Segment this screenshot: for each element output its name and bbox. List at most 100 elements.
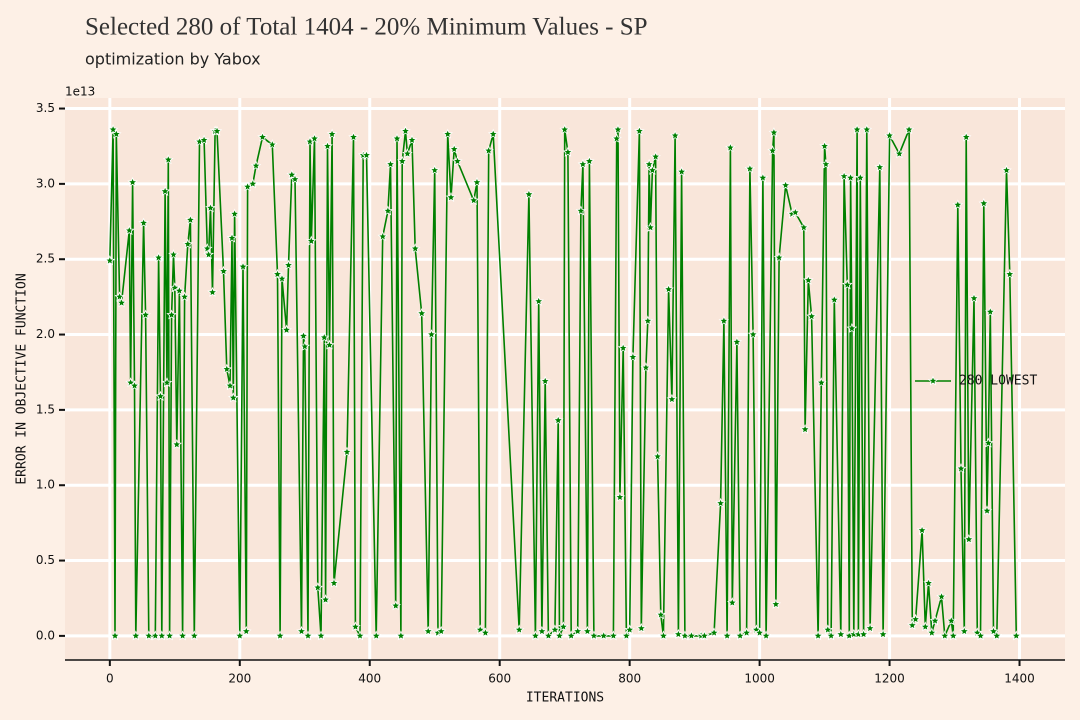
y-tick-label: 0.0 <box>36 628 55 642</box>
point-marker <box>647 164 658 175</box>
y-tick-label: 0.5 <box>36 553 55 567</box>
legend-marker <box>927 375 939 386</box>
point-marker <box>326 128 338 139</box>
point-marker <box>554 630 565 641</box>
point-marker <box>164 630 175 641</box>
point-marker <box>673 628 684 639</box>
point-marker <box>588 630 600 641</box>
point-marker <box>780 179 791 190</box>
point-marker <box>536 625 548 636</box>
point-marker <box>188 630 200 641</box>
point-marker <box>820 158 832 169</box>
point-marker <box>299 341 310 352</box>
point-marker <box>575 205 587 216</box>
x-tick-label: 800 <box>618 672 641 686</box>
point-marker <box>666 393 678 404</box>
point-marker <box>166 309 177 320</box>
point-marker <box>991 630 1003 641</box>
point-marker <box>274 630 286 641</box>
point-marker <box>655 609 667 620</box>
point-marker <box>598 630 609 641</box>
x-tick-label: 600 <box>488 672 511 686</box>
y-tick-label: 2.5 <box>36 252 55 266</box>
point-marker <box>952 199 964 210</box>
point-marker <box>621 630 632 641</box>
point-marker <box>111 128 122 139</box>
x-tick-label: 400 <box>358 672 381 686</box>
point-marker <box>549 624 561 635</box>
point-marker <box>452 155 463 166</box>
point-marker <box>558 621 569 632</box>
point-marker <box>385 158 396 169</box>
point-marker <box>627 351 639 362</box>
point-marker <box>1004 268 1015 279</box>
point-marker <box>676 166 687 177</box>
point-marker <box>448 143 460 154</box>
point-marker <box>289 173 301 184</box>
point-marker <box>328 577 340 588</box>
point-marker <box>577 158 589 169</box>
point-marker <box>296 625 307 636</box>
point-marker <box>468 194 479 205</box>
point-marker <box>842 279 853 290</box>
point-marker <box>224 380 236 391</box>
point-marker <box>851 124 863 135</box>
point-marker <box>582 625 593 636</box>
point-marker <box>816 377 827 388</box>
point-marker <box>612 124 624 135</box>
point-marker <box>104 255 116 266</box>
x-axis-label: ITERATIONS <box>526 691 604 706</box>
point-marker <box>767 145 778 156</box>
point-marker <box>884 130 895 141</box>
point-marker <box>281 324 292 335</box>
point-marker <box>218 265 229 276</box>
point-marker <box>234 630 246 641</box>
point-marker <box>825 630 837 641</box>
point-marker <box>981 505 993 516</box>
point-marker <box>790 206 801 217</box>
point-marker <box>487 128 499 139</box>
chart-subtitle: optimization by Yabox <box>85 50 261 69</box>
point-marker <box>324 339 335 350</box>
point-marker <box>634 125 645 136</box>
point-marker <box>636 622 647 633</box>
point-marker <box>422 625 434 636</box>
point-marker <box>718 315 730 326</box>
point-marker <box>155 390 166 401</box>
point-marker <box>747 329 759 340</box>
point-marker <box>140 309 151 320</box>
point-marker <box>123 225 135 236</box>
point-marker <box>926 627 938 638</box>
point-marker <box>250 160 262 171</box>
point-marker <box>426 329 437 340</box>
point-marker <box>341 446 353 457</box>
point-marker <box>350 621 361 632</box>
point-marker <box>272 268 283 279</box>
point-marker <box>877 628 889 639</box>
point-marker <box>445 191 457 202</box>
point-marker <box>429 164 441 175</box>
point-marker <box>402 148 413 159</box>
point-marker <box>819 140 830 151</box>
point-marker <box>185 214 196 225</box>
point-marker <box>442 128 453 139</box>
x-tick-label: 200 <box>228 672 251 686</box>
point-marker <box>161 377 173 388</box>
point-marker <box>319 332 330 343</box>
y-tick-label: 3.5 <box>36 101 55 115</box>
point-marker <box>474 624 486 635</box>
point-marker <box>409 243 421 254</box>
point-marker <box>975 630 986 641</box>
point-marker <box>768 127 780 138</box>
point-marker <box>276 273 288 284</box>
point-marker <box>799 423 811 434</box>
point-marker <box>929 615 941 626</box>
point-marker <box>608 630 619 641</box>
point-marker <box>315 630 327 641</box>
point-marker <box>614 491 626 502</box>
point-marker <box>985 306 996 317</box>
point-marker <box>838 170 850 181</box>
y-tick-label: 1.0 <box>36 478 55 492</box>
point-marker <box>1001 164 1012 175</box>
chart-title: Selected 280 of Total 1404 - 20% Minimum… <box>85 14 648 41</box>
